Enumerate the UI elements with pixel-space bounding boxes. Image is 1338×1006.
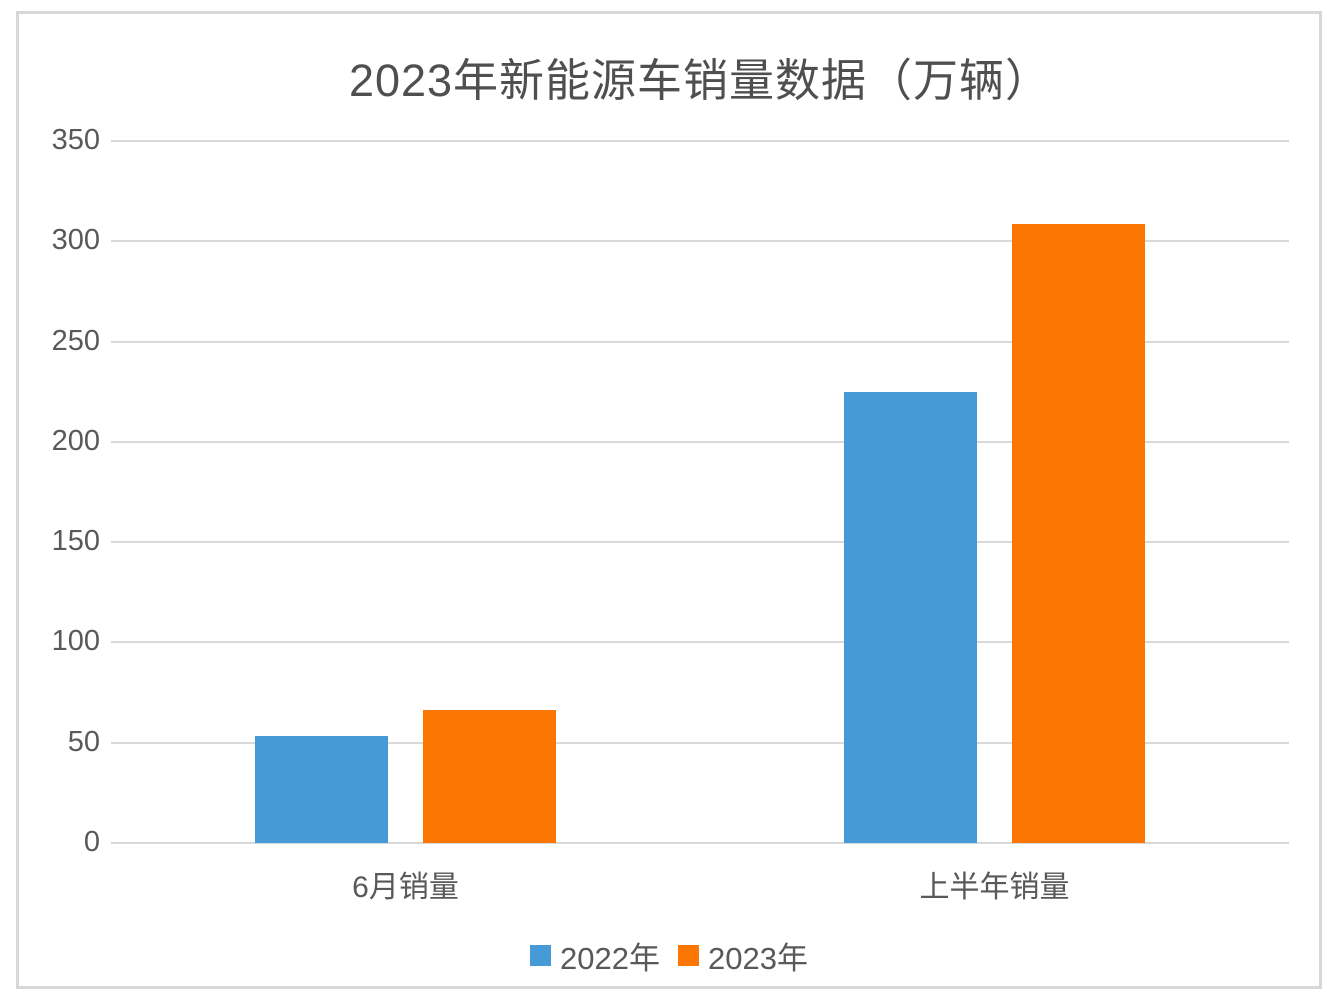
y-tick-label-200: 200 [51,424,100,457]
gridline-y-200 [111,440,1289,443]
chart-title: 2023年新能源车销量数据（万辆） [348,55,1052,106]
legend-item-2023年: 2023年 [678,933,808,978]
gridline-y-100 [111,641,1289,644]
gridline-y-350 [111,140,1289,142]
gridline-y-0 [111,842,1289,844]
bar-2023年-6月销量 [423,709,556,843]
y-tick-label-350: 350 [51,124,100,156]
y-tick-label-0: 0 [83,826,100,858]
x-category-label-上半年销量: 上半年销量 [919,871,1070,904]
y-tick-label-300: 300 [51,224,100,257]
plot-area: 0 50 100 150 200 250 300 350 [52,126,1289,857]
legend-label-2022年: 2022年 [560,941,660,976]
gridline-y-150 [111,541,1289,544]
y-tick-label-50: 50 [67,725,100,758]
y-tick-label-150: 150 [51,525,100,558]
legend: 2022年 2023年 [16,933,1322,978]
gridline-y-250 [111,340,1289,343]
legend-swatch-2023年 [678,945,699,966]
y-tick-label-250: 250 [51,324,100,357]
bar-2022年-上半年销量 [844,392,977,843]
bar-2023年-上半年销量 [1012,224,1145,843]
gridline-y-300 [111,240,1289,243]
legend-item-2022年: 2022年 [530,933,660,978]
bar-2022年-6月销量 [255,736,388,843]
legend-label-2023年: 2023年 [708,941,808,976]
y-tick-label-100: 100 [51,625,100,658]
x-category-label-6月销量: 6月销量 [352,871,459,904]
gridline-y-50 [111,741,1289,744]
legend-swatch-2022年 [530,945,552,966]
